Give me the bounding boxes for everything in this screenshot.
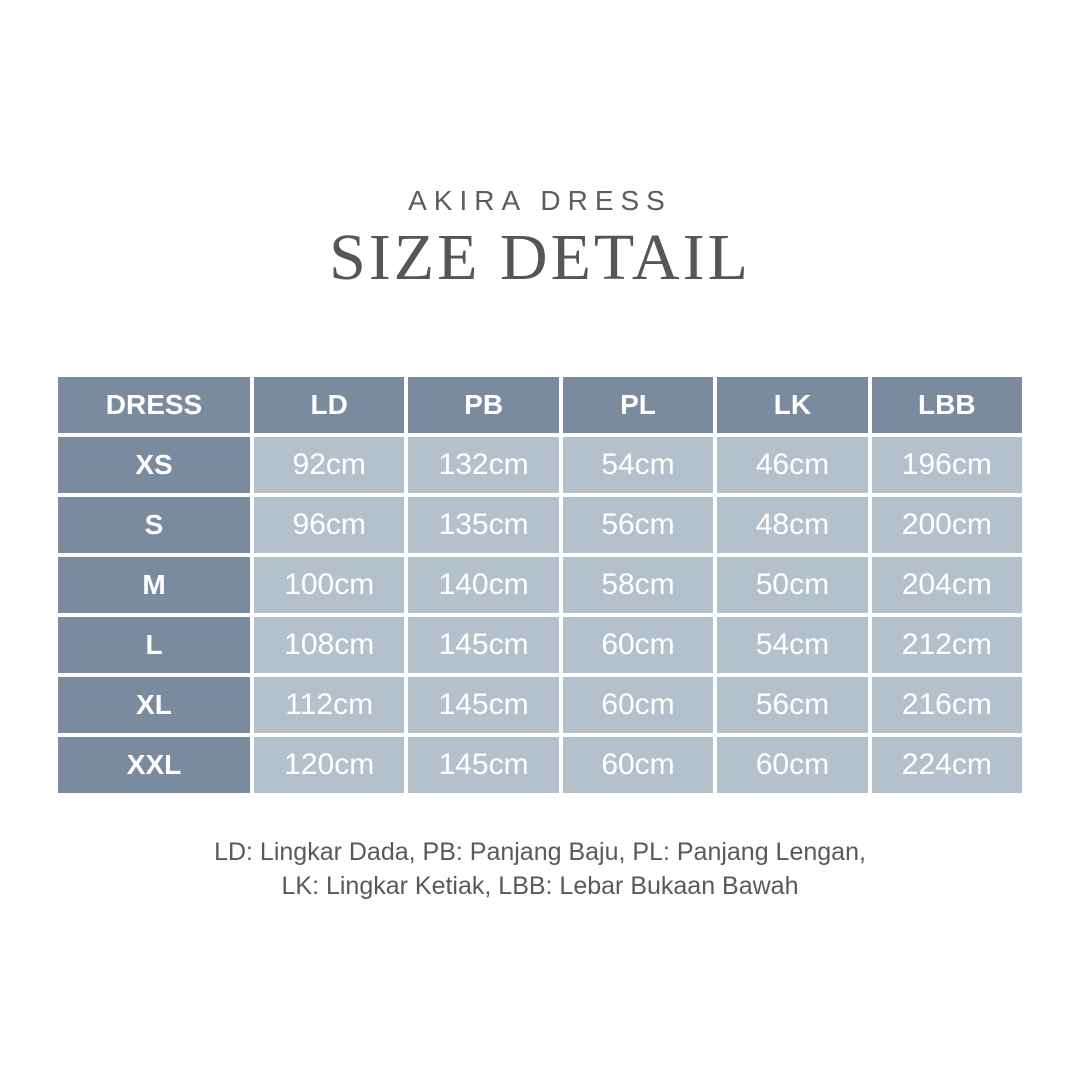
measurement-cell: 100cm — [254, 556, 405, 613]
measurement-cell: 145cm — [408, 736, 559, 793]
measurement-cell: 60cm — [562, 736, 714, 793]
measurement-cell: 216cm — [871, 676, 1022, 733]
measurement-cell: 112cm — [254, 676, 405, 733]
table-header-cell: PL — [562, 376, 714, 433]
measurement-cell: 60cm — [717, 736, 868, 793]
measurement-cell: 60cm — [562, 616, 714, 673]
size-cell: S — [58, 496, 250, 553]
product-name: AKIRA DRESS — [408, 185, 672, 216]
measurement-cell: 54cm — [717, 616, 868, 673]
legend-line-2: LK: Lingkar Ketiak, LBB: Lebar Bukaan Ba… — [281, 871, 799, 900]
measurement-cell: 92cm — [254, 436, 405, 493]
measurement-cell: 196cm — [871, 436, 1022, 493]
table-header-cell: LBB — [871, 376, 1022, 433]
measurement-cell: 50cm — [717, 556, 868, 613]
measurement-cell: 145cm — [408, 676, 559, 733]
table-header-cell: LK — [717, 376, 868, 433]
measurement-cell: 132cm — [408, 436, 559, 493]
measurement-cell: 60cm — [562, 676, 714, 733]
measurement-cell: 200cm — [871, 496, 1022, 553]
measurement-cell: 58cm — [562, 556, 714, 613]
measurement-cell: 56cm — [562, 496, 714, 553]
measurement-cell: 108cm — [254, 616, 405, 673]
measurement-cell: 96cm — [254, 496, 405, 553]
page-title: SIZE DETAIL — [329, 220, 751, 294]
table-header-cell: PB — [408, 376, 559, 433]
measurement-cell: 212cm — [871, 616, 1022, 673]
measurement-cell: 140cm — [408, 556, 559, 613]
size-table: DRESS LD PB PL LK LBB XS 92cm 132cm 54cm… — [58, 376, 1022, 793]
table-header-cell: DRESS — [58, 376, 250, 433]
measurement-cell: 56cm — [717, 676, 868, 733]
measurement-cell: 135cm — [408, 496, 559, 553]
size-cell: L — [58, 616, 250, 673]
measurement-cell: 46cm — [717, 436, 868, 493]
legend-line-1: LD: Lingkar Dada, PB: Panjang Baju, PL: … — [214, 837, 866, 866]
table-header-cell: LD — [254, 376, 405, 433]
measurement-cell: 145cm — [408, 616, 559, 673]
title-block: AKIRA DRESS SIZE DETAIL — [0, 0, 1080, 291]
size-cell: XS — [58, 436, 250, 493]
measurement-cell: 48cm — [717, 496, 868, 553]
size-cell: XL — [58, 676, 250, 733]
size-cell: XXL — [58, 736, 250, 793]
measurement-cell: 54cm — [562, 436, 714, 493]
measurement-cell: 204cm — [871, 556, 1022, 613]
abbreviation-legend: LD: Lingkar Dada, PB: Panjang Baju, PL: … — [0, 835, 1080, 903]
measurement-cell: 224cm — [871, 736, 1022, 793]
size-cell: M — [58, 556, 250, 613]
measurement-cell: 120cm — [254, 736, 405, 793]
